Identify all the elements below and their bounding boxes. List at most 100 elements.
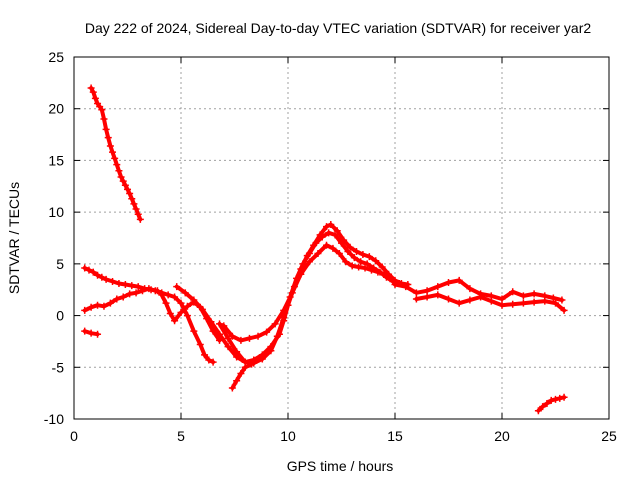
data-point (534, 407, 542, 415)
data-point (367, 266, 375, 274)
data-point (106, 299, 114, 307)
data-point (91, 94, 99, 102)
data-point (434, 283, 442, 291)
data-point (312, 239, 320, 247)
data-point (541, 297, 549, 305)
data-point (158, 289, 166, 297)
data-point (94, 330, 102, 338)
data-point (220, 322, 228, 330)
data-point (132, 205, 140, 213)
data-point (412, 295, 420, 303)
data-point (519, 299, 527, 307)
data-point (539, 403, 547, 411)
data-point (318, 233, 326, 241)
data-point (372, 257, 380, 265)
series-3 (81, 327, 102, 338)
data-point (445, 278, 452, 286)
data-point (198, 305, 206, 313)
x-tick-label: 0 (70, 428, 78, 444)
y-axis-label: SDTVAR / TECUs (6, 182, 22, 294)
data-point (196, 341, 204, 349)
data-point (98, 273, 106, 281)
data-point (359, 251, 367, 259)
data-point (130, 200, 138, 208)
data-point (423, 287, 431, 295)
data-point (412, 289, 420, 297)
series-10 (534, 393, 568, 415)
data-point (126, 290, 134, 298)
data-point (100, 302, 108, 310)
data-point (237, 369, 245, 377)
data-point (111, 154, 119, 162)
data-point (205, 356, 213, 364)
data-point (297, 270, 305, 278)
data-point (323, 241, 331, 249)
series-2 (81, 285, 217, 366)
data-point (113, 295, 121, 303)
data-point (363, 260, 371, 268)
data-point (81, 306, 89, 314)
data-point (445, 295, 452, 303)
x-tick-label: 20 (494, 428, 510, 444)
data-point (543, 399, 551, 407)
data-point (87, 329, 95, 337)
data-point (117, 173, 125, 181)
data-point (361, 264, 369, 272)
data-point (207, 318, 215, 326)
data-point (102, 275, 110, 283)
y-tick-label: -10 (44, 411, 64, 427)
data-point (224, 343, 232, 351)
data-point (423, 293, 431, 301)
data-point (134, 283, 142, 291)
x-tick-label: 25 (601, 428, 617, 444)
data-point (162, 299, 170, 307)
data-point (248, 360, 256, 368)
data-point (352, 247, 360, 255)
data-point (487, 297, 495, 305)
data-point (560, 393, 568, 401)
x-tick-label: 15 (387, 428, 403, 444)
data-point (136, 215, 144, 223)
data-point (498, 301, 506, 309)
data-point (552, 395, 559, 403)
data-point (128, 195, 136, 203)
data-point (374, 268, 382, 276)
grid (74, 57, 609, 419)
data-point (233, 377, 241, 385)
data-point (81, 327, 89, 335)
data-point (280, 306, 288, 314)
data-point (190, 296, 198, 304)
data-point (109, 148, 117, 156)
data-point (560, 306, 568, 314)
data-point (104, 134, 112, 142)
data-point (434, 291, 442, 299)
data-point (119, 177, 127, 185)
data-point (237, 336, 245, 344)
data-point (325, 229, 333, 237)
data-point (89, 268, 97, 276)
y-tick-label: 0 (56, 308, 64, 324)
data-point (519, 292, 527, 300)
data-point (348, 262, 356, 270)
data-point (323, 223, 331, 231)
x-tick-label: 10 (280, 428, 296, 444)
data-point (151, 287, 159, 295)
data-point (94, 301, 102, 309)
data-point (177, 299, 185, 307)
data-point (331, 231, 339, 239)
series-trace (82, 286, 216, 365)
data-point (89, 88, 97, 96)
data-point (350, 254, 358, 262)
series-0 (87, 84, 144, 223)
data-point (145, 285, 153, 293)
data-point (391, 281, 399, 289)
plot-frame (73, 56, 610, 420)
data-point (233, 348, 241, 356)
data-point (466, 285, 474, 293)
y-tick-label: 15 (48, 152, 64, 168)
data-point (115, 167, 123, 175)
y-tick-label: 25 (48, 49, 64, 65)
data-point (305, 250, 313, 258)
data-point (378, 263, 386, 271)
